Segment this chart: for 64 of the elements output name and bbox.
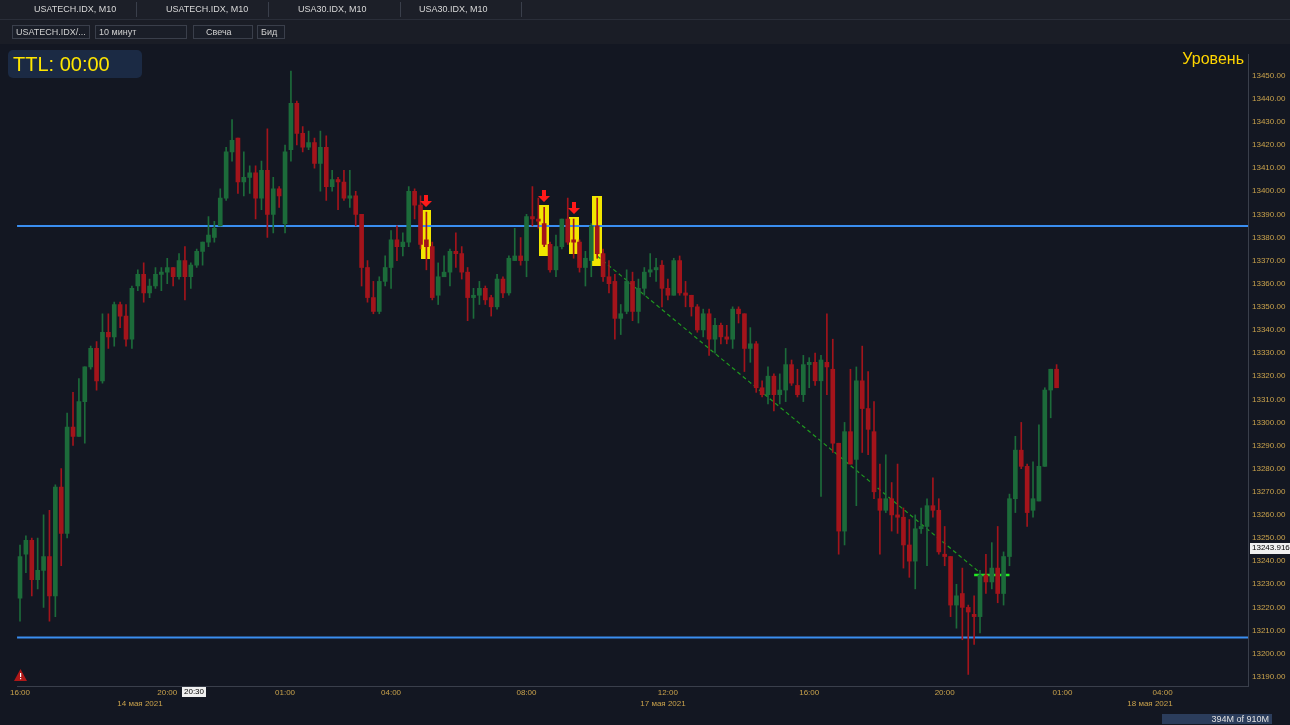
y-tick-label: 13360.00 <box>1252 278 1286 288</box>
y-tick-label: 13390.00 <box>1252 209 1286 219</box>
candlestick <box>535 197 541 229</box>
candlestick <box>394 225 400 261</box>
y-tick-label: 13370.00 <box>1252 255 1286 265</box>
x-tick-label: 16:00 <box>799 688 820 697</box>
y-tick-label: 13430.00 <box>1252 117 1286 127</box>
y-tick-label: 13230.00 <box>1252 579 1286 589</box>
y-tick-label: 13250.00 <box>1252 533 1286 543</box>
y-tick-label: 13340.00 <box>1252 325 1286 335</box>
candlestick <box>724 324 730 345</box>
text: USATECH.IDX/... <box>12 25 90 39</box>
candlestick <box>777 373 783 405</box>
candlestick <box>748 327 753 363</box>
candlestick <box>1030 461 1036 518</box>
y-tick-label: 13210.00 <box>1252 625 1286 635</box>
candlestick <box>618 304 624 335</box>
y-tick-label: 13220.00 <box>1252 602 1286 612</box>
text: 14 мая 2021 <box>117 699 163 709</box>
y-tick-label: 13410.00 <box>1252 163 1286 173</box>
text: 394M of 910M <box>1162 714 1272 724</box>
text: 17 мая 2021 <box>640 699 686 709</box>
x-tick-label: 04:00 <box>1152 688 1174 697</box>
y-tick-label: 13330.00 <box>1252 348 1286 358</box>
text: USATECH.IDX, M10 <box>34 4 117 16</box>
y-tick-label: 13310.00 <box>1252 394 1286 404</box>
y-tick-label: 13400.00 <box>1252 186 1286 196</box>
y-tick-label: 13270.00 <box>1252 486 1286 496</box>
y-tick-label: 13420.00 <box>1252 140 1286 150</box>
x-tick-label: 12:00 <box>657 688 679 697</box>
text: USA30.IDX, M10 <box>419 4 488 16</box>
text: Бид <box>257 25 285 39</box>
x-tick-label: 01:00 <box>275 688 296 697</box>
y-tick-label: 13380.00 <box>1252 232 1286 242</box>
text: 10 минут <box>95 25 187 39</box>
candlestick <box>164 257 170 285</box>
y-tick-label: 13290.00 <box>1252 440 1286 450</box>
text: 13243.916 <box>1250 543 1290 554</box>
y-tick-label: 13240.00 <box>1252 556 1286 566</box>
x-tick-label: 20:00 <box>934 688 956 697</box>
y-tick-label: 13320.00 <box>1252 371 1286 381</box>
chart-title: Уровень <box>1182 50 1244 68</box>
candlestick <box>877 463 883 555</box>
y-tick-label: 13200.00 <box>1252 648 1286 658</box>
y-tick-label: 13350.00 <box>1252 302 1286 312</box>
text: Свеча <box>193 25 253 39</box>
x-tick-label: 01:00 <box>1052 688 1074 697</box>
x-tick-label: 20:00 <box>157 688 178 697</box>
annotation: TTL: 00:00 <box>8 50 142 78</box>
x-tick-label: 16:00 <box>9 688 31 697</box>
text: 18 мая 2021 <box>1127 699 1173 709</box>
y-tick-label: 13190.00 <box>1252 671 1286 681</box>
text: USATECH.IDX, M10 <box>166 4 249 16</box>
x-tick-label: 04:00 <box>381 688 402 697</box>
y-tick-label: 13300.00 <box>1252 417 1286 427</box>
candlestick <box>606 260 612 294</box>
y-tick-label: 13440.00 <box>1252 93 1286 103</box>
annotation: 20:30 <box>181 687 207 697</box>
y-tick-label: 13260.00 <box>1252 510 1286 520</box>
x-tick-label: 08:00 <box>516 688 538 697</box>
candlestick <box>883 454 889 513</box>
y-tick-label: 13280.00 <box>1252 463 1286 473</box>
y-tick-label: 13450.00 <box>1252 70 1286 80</box>
text: USA30.IDX, M10 <box>298 4 367 16</box>
